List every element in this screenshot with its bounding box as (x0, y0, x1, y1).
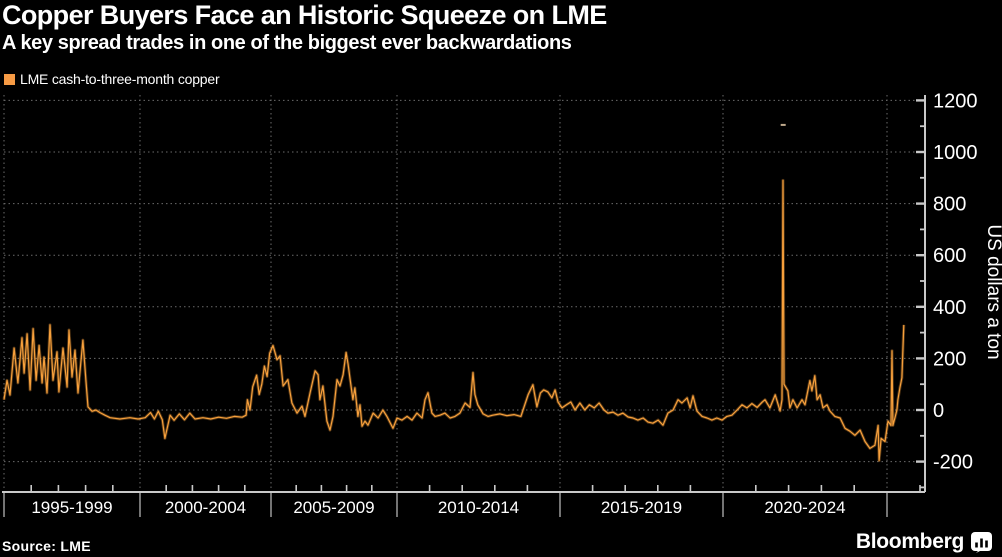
legend-label: LME cash-to-three-month copper (20, 71, 220, 87)
bloomberg-logo: Bloomberg (856, 530, 992, 554)
svg-text:-200: -200 (933, 452, 973, 474)
axes (2, 95, 926, 493)
x-period-labels: 1995-1999 2000-2004 2005-2009 2010-2014 2015… (31, 498, 845, 517)
y-axis-ticks (916, 99, 925, 489)
series (2, 123, 906, 463)
svg-text:400: 400 (933, 297, 966, 319)
svg-text:1200: 1200 (933, 90, 978, 112)
svg-text:200: 200 (933, 348, 966, 370)
svg-text:2005-2009: 2005-2009 (293, 498, 374, 517)
svg-text:600: 600 (933, 245, 966, 267)
x-axis-ticks (30, 485, 921, 492)
outlier-point (780, 123, 786, 126)
source-note: Source: LME (2, 538, 91, 554)
y-tick-labels: 1200 1000 800 600 400 200 0 -200 (933, 90, 978, 473)
legend-swatch-icon (4, 73, 15, 85)
svg-text:2010-2014: 2010-2014 (438, 498, 519, 517)
y-gridlines (4, 99, 925, 463)
svg-text:0: 0 (933, 400, 944, 422)
page-title: Copper Buyers Face an Historic Squeeze o… (2, 0, 607, 30)
svg-text:2015-2019: 2015-2019 (601, 498, 682, 517)
y-axis-title: US dollars a ton (983, 224, 1002, 359)
bloomberg-chart-icon (971, 531, 992, 553)
svg-text:1000: 1000 (933, 142, 978, 164)
svg-text:1995-1999: 1995-1999 (31, 498, 112, 517)
chart-header: Copper Buyers Face an Historic Squeeze o… (2, 0, 607, 55)
svg-text:800: 800 (933, 194, 966, 216)
x-period-separators (3, 493, 888, 517)
bloomberg-wordmark: Bloomberg (855, 530, 964, 553)
svg-text:2020-2024: 2020-2024 (764, 498, 845, 517)
series-line (3, 179, 905, 462)
svg-text:2000-2004: 2000-2004 (165, 498, 246, 517)
chart-subtitle: A key spread trades in one of the bigges… (2, 32, 572, 54)
x-gridlines (3, 95, 888, 492)
legend: LME cash-to-three-month copper (4, 71, 220, 87)
